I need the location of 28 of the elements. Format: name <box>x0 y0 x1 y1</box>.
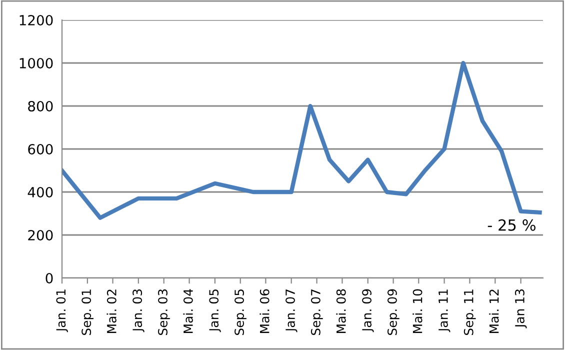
x-tick-label: Jan. 07 <box>286 289 298 332</box>
annotation: - 25 % <box>488 219 536 231</box>
x-tick-label: Jan. 05 <box>209 290 221 332</box>
x-tick-label: Jan 13 <box>514 289 527 328</box>
x-tick-label: Mai. 02 <box>106 290 116 333</box>
x-tick-label: Sep. 09 <box>387 289 400 336</box>
x-tick-label: Jan. 03 <box>132 289 144 332</box>
y-tick-label: 200 <box>28 230 53 240</box>
x-tick-label: Mai. 10 <box>412 289 422 333</box>
x-tick-label: Mai. 08 <box>336 289 346 333</box>
y-tick-label: 0 <box>46 272 53 284</box>
x-tick-label: Sep. 11 <box>464 290 476 336</box>
x-tick-label: Sep. 07 <box>310 289 323 336</box>
y-tick-label: 1000 <box>20 58 53 68</box>
x-tick-label: Mai. 12 <box>489 290 499 333</box>
y-tick-label: 600 <box>28 144 53 154</box>
x-tick-label: Mai. 04 <box>183 289 193 333</box>
x-tick-label: Sep. 05 <box>234 290 246 336</box>
y-tick-label: 800 <box>28 100 53 112</box>
x-tick-label: Mai. 06 <box>260 289 270 333</box>
x-tick-label: Jan. 01 <box>56 290 68 332</box>
line-series <box>62 60 542 220</box>
x-tick-label: Jan. 11 <box>438 290 450 332</box>
y-tick-label: 1200 <box>20 14 53 26</box>
x-tick-label: Jan. 09 <box>362 289 374 332</box>
x-tick-label: Sep. 03 <box>158 289 170 336</box>
y-tick-label: 400 <box>28 186 53 198</box>
x-tick-label: Sep. 01 <box>82 290 94 336</box>
